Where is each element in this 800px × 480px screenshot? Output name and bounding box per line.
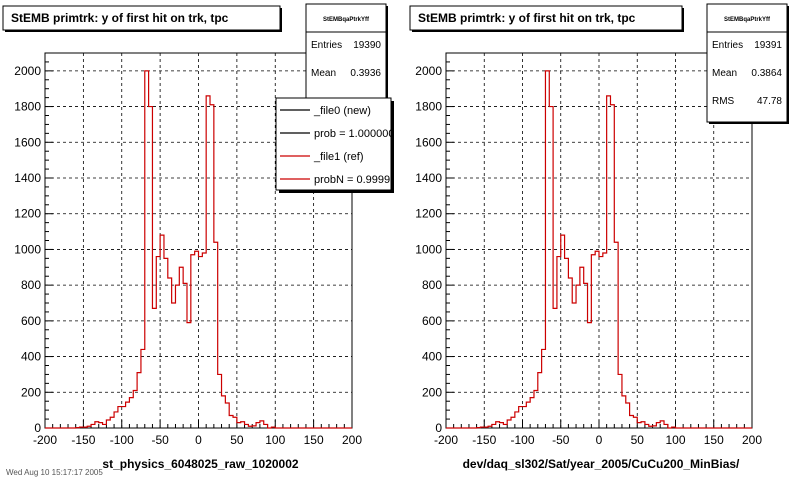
- x-axis-label: st_physics_6048025_raw_1020002: [102, 457, 298, 471]
- y-tick-label: 1600: [415, 135, 442, 149]
- y-tick-label: 400: [21, 350, 41, 364]
- x-tick-label: 100: [265, 433, 285, 447]
- chart-title: StEMB primtrk: y of first hit on trk, tp…: [11, 11, 229, 25]
- y-tick-label: 1000: [415, 242, 442, 256]
- y-tick-label: 1400: [14, 171, 41, 185]
- y-tick-label: 2000: [415, 64, 442, 78]
- x-tick-label: -200: [33, 433, 57, 447]
- stats-value: 0.3936: [350, 68, 381, 79]
- y-tick-label: 1800: [14, 100, 41, 114]
- stats-value: 47.78: [757, 96, 782, 107]
- x-tick-label: -200: [434, 433, 458, 447]
- y-tick-label: 200: [422, 385, 442, 399]
- y-tick-label: 0: [34, 421, 41, 435]
- x-axis-label: dev/daq_sl302/Sat/year_2005/CuCu200_MinB…: [463, 457, 740, 471]
- x-tick-label: -100: [110, 433, 134, 447]
- y-tick-label: 1200: [14, 207, 41, 221]
- y-tick-label: 0: [435, 421, 442, 435]
- legend-label: _file0 (new): [313, 105, 371, 117]
- x-tick-label: 50: [230, 433, 244, 447]
- x-tick-label: 0: [596, 433, 603, 447]
- legend-box: [275, 97, 392, 191]
- y-tick-label: 800: [21, 278, 41, 292]
- x-tick-label: -150: [71, 433, 95, 447]
- stats-value: 19390: [353, 40, 381, 51]
- title-box: [2, 5, 281, 31]
- y-tick-label: 1000: [14, 242, 41, 256]
- y-tick-label: 400: [422, 350, 442, 364]
- x-tick-label: 0: [195, 433, 202, 447]
- y-tick-label: 1600: [14, 135, 41, 149]
- legend-label: probN = 0.999999: [314, 174, 402, 186]
- y-tick-label: 200: [21, 385, 41, 399]
- histogram-line-ref: [45, 70, 352, 429]
- y-tick-label: 1200: [415, 207, 442, 221]
- x-tick-label: 150: [304, 433, 324, 447]
- legend-label: _file1 (ref): [313, 151, 364, 163]
- stats-label: Mean: [712, 68, 737, 79]
- x-tick-label: -150: [472, 433, 496, 447]
- timestamp-footer: Wed Aug 10 15:17:17 2005: [6, 468, 103, 477]
- y-tick-label: 1800: [415, 100, 442, 114]
- histogram-panel-2: -200 -150 -100 -50 0 50 100 150 2000200400600800…: [409, 3, 789, 471]
- y-tick-label: 1400: [415, 171, 442, 185]
- x-tick-label: -100: [510, 433, 534, 447]
- y-tick-label: 600: [422, 314, 442, 328]
- histogram-panel-1: -200 -150 -100 -50 0 50 100 150 2000200400600800…: [2, 3, 402, 471]
- stats-label: Mean: [311, 68, 336, 79]
- stats-label: Entries: [712, 40, 743, 51]
- legend-label: prob = 1.000000: [314, 128, 394, 140]
- histogram-line-ref: [446, 70, 752, 429]
- stats-name: StEMBqaPtrkYff: [323, 17, 370, 23]
- stats-label: Entries: [311, 40, 342, 51]
- x-tick-label: 200: [742, 433, 762, 447]
- x-tick-label: 200: [342, 433, 362, 447]
- stats-label: RMS: [712, 96, 735, 107]
- stats-value: 0.3864: [751, 68, 782, 79]
- y-tick-label: 600: [21, 314, 41, 328]
- x-tick-label: 150: [704, 433, 724, 447]
- title-box: [409, 5, 683, 31]
- stats-name: StEMBqaPtrkYff: [724, 17, 771, 23]
- x-tick-label: -50: [552, 433, 570, 447]
- stats-box: [706, 3, 788, 123]
- x-tick-label: 100: [665, 433, 685, 447]
- x-tick-label: -50: [151, 433, 169, 447]
- x-tick-label: 50: [631, 433, 645, 447]
- chart-title: StEMB primtrk: y of first hit on trk, tp…: [418, 11, 636, 25]
- legend-entries: _file0 (new) prob = 1.000000 _file1 (ref) p…: [280, 105, 402, 186]
- y-tick-label: 800: [422, 278, 442, 292]
- stats-value: 19391: [754, 40, 782, 51]
- y-tick-label: 2000: [14, 64, 41, 78]
